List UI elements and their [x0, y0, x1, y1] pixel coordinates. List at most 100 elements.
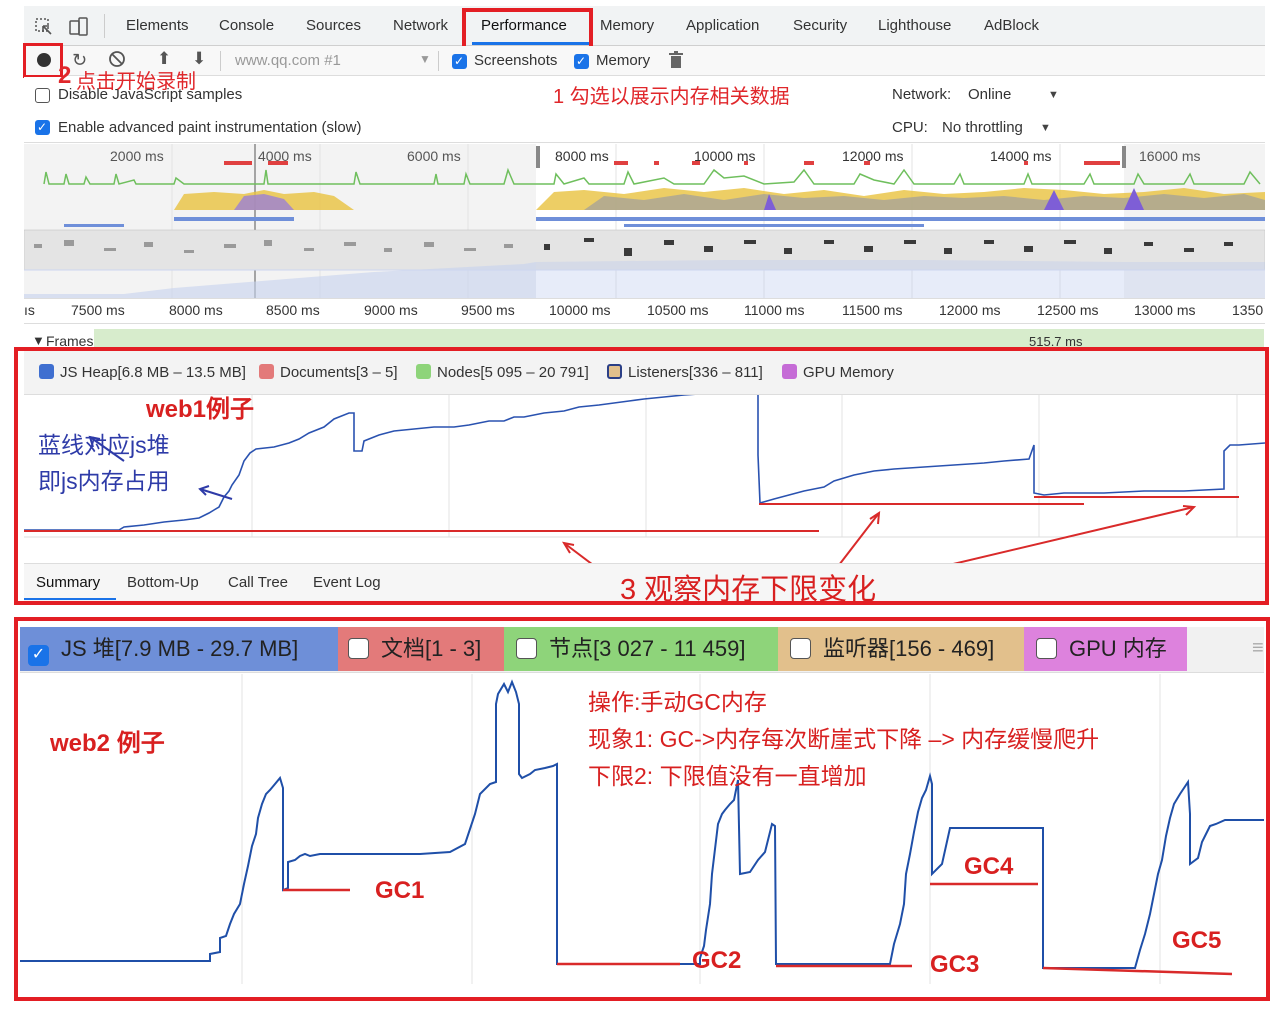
download-icon[interactable]: ⬇ — [192, 49, 207, 68]
tab-memory[interactable]: Memory — [600, 17, 655, 34]
documents-checkbox[interactable] — [348, 638, 369, 659]
legend2-nodes[interactable]: 节点[3 027 - 11 459] — [504, 627, 778, 671]
overview-tick: 6000 ms — [407, 148, 461, 164]
frames-bar — [94, 329, 1264, 347]
legend2-documents[interactable]: 文档[1 - 3] — [338, 627, 504, 671]
memory-legend: JS Heap[6.8 MB – 13.5 MB] Documents[3 – … — [24, 351, 1265, 395]
overview-tick: 8000 ms — [555, 148, 609, 164]
tab-security[interactable]: Security — [793, 17, 848, 34]
overview-chart — [23, 144, 1266, 298]
legend2-js-heap-label: JS 堆[7.9 MB - 29.7 MB] — [61, 636, 299, 661]
ruler-tick: 12500 ms — [1037, 302, 1099, 318]
overview-tick: 12000 ms — [842, 148, 904, 164]
ruler-tick: 11500 ms — [842, 302, 903, 318]
nodes-checkbox[interactable] — [516, 638, 537, 659]
cpu-select[interactable]: No throttling — [942, 119, 1023, 136]
memory-panel-web2: ✓ JS 堆[7.9 MB - 29.7 MB] 文档[1 - 3] 节点[3 0… — [14, 617, 1270, 1001]
network-label: Network: — [892, 86, 952, 103]
gc3-label: GC3 — [930, 951, 980, 978]
ruler-tick: ıs — [24, 302, 35, 318]
legend2-gpu[interactable]: GPU 内存 — [1024, 627, 1187, 671]
legend2-js-heap[interactable]: ✓ JS 堆[7.9 MB - 29.7 MB] — [20, 627, 338, 671]
listeners-checkbox[interactable] — [790, 638, 811, 659]
timeline-ruler: ıs 7500 ms 8000 ms 8500 ms 9000 ms 9500 … — [24, 298, 1265, 324]
frames-label: Frames — [46, 333, 94, 349]
web2-heap-chart — [20, 674, 1264, 984]
tab-sources[interactable]: Sources — [306, 17, 362, 34]
frames-track[interactable]: ▼ Frames 515.7 ms — [24, 325, 1265, 349]
frames-time: 515.7 ms — [1029, 334, 1083, 349]
legend-nodes[interactable]: Nodes[5 095 – 20 791] — [416, 364, 589, 381]
overview-tick: 10000 ms — [694, 148, 756, 164]
enable-paint-checkbox[interactable] — [35, 120, 50, 135]
device-toolbar-icon[interactable] — [68, 16, 90, 43]
reload-icon[interactable]: ↻ — [72, 50, 88, 70]
screenshots-checkbox[interactable] — [452, 54, 467, 69]
memory-checkbox[interactable] — [574, 54, 589, 69]
toolbar-divider — [438, 51, 439, 71]
upload-icon[interactable]: ⬆ — [157, 49, 172, 68]
legend-js-heap-label: JS Heap[6.8 MB – 13.5 MB] — [60, 364, 246, 381]
timeline-overview[interactable]: 2000 ms 4000 ms 6000 ms 8000 ms 10000 ms… — [23, 144, 1266, 298]
capture-settings: Disable JavaScript samples Enable advanc… — [24, 77, 1265, 143]
tab-event-log[interactable]: Event Log — [313, 574, 381, 591]
overview-tick: 2000 ms — [110, 148, 164, 164]
network-select[interactable]: Online — [968, 86, 1012, 103]
step3-annotation: 3 观察内存下限变化 — [620, 574, 877, 606]
legend-js-heap[interactable]: JS Heap[6.8 MB – 13.5 MB] — [39, 364, 246, 381]
listeners-checkbox[interactable] — [607, 364, 622, 379]
menu-icon[interactable]: ≡ — [1252, 637, 1264, 659]
legend2-listeners-label: 监听器[156 - 469] — [823, 636, 995, 661]
web1-label: web1例子 — [146, 396, 255, 423]
legend-nodes-label: Nodes[5 095 – 20 791] — [437, 364, 589, 381]
disable-js-samples-label: Disable JavaScript samples — [58, 86, 243, 103]
tab-network[interactable]: Network — [393, 17, 449, 34]
tab-performance[interactable]: Performance — [481, 17, 567, 34]
toolbar-divider — [220, 51, 221, 71]
legend2-listeners[interactable]: 监听器[156 - 469] — [778, 627, 1024, 671]
web1-heap-chart — [24, 395, 1265, 565]
note-lower-bound: 下限2: 下限值没有一直增加 — [588, 763, 867, 789]
ruler-tick: 8500 ms — [266, 302, 320, 318]
ruler-tick: 9000 ms — [364, 302, 418, 318]
record-button-highlight — [23, 43, 63, 78]
disable-js-samples-checkbox[interactable] — [35, 88, 50, 103]
web2-label: web2 例子 — [50, 730, 165, 757]
active-bottom-tab-indicator — [24, 598, 116, 600]
gpu-checkbox[interactable] — [782, 364, 797, 379]
chevron-down-icon[interactable]: ▼ — [1040, 122, 1051, 134]
tab-console[interactable]: Console — [219, 17, 275, 34]
js-heap-checkbox[interactable] — [39, 364, 54, 379]
ruler-tick: 9500 ms — [461, 302, 515, 318]
record-button[interactable] — [37, 53, 51, 67]
ruler-tick: 11000 ms — [744, 302, 805, 318]
tab-bottom-up[interactable]: Bottom-Up — [127, 574, 199, 591]
bottom-tabs: Summary Bottom-Up Call Tree Event Log — [24, 563, 1265, 601]
ruler-tick: 12000 ms — [939, 302, 1001, 318]
chevron-down-icon[interactable]: ▼ — [1048, 89, 1059, 101]
js-heap-checkbox[interactable]: ✓ — [28, 645, 49, 666]
step1-annotation: 1 勾选以展示内存相关数据 — [553, 86, 790, 108]
inspect-element-icon[interactable] — [34, 17, 54, 42]
legend-gpu-label: GPU Memory — [803, 364, 894, 381]
trash-icon[interactable] — [669, 51, 683, 74]
nodes-checkbox[interactable] — [416, 364, 431, 379]
frames-expand-icon[interactable]: ▼ — [32, 333, 45, 348]
tab-lighthouse[interactable]: Lighthouse — [878, 17, 952, 34]
documents-checkbox[interactable] — [259, 364, 274, 379]
tab-summary[interactable]: Summary — [36, 574, 101, 591]
ruler-tick: 1350 — [1232, 302, 1264, 318]
tab-application[interactable]: Application — [686, 17, 760, 34]
legend-gpu[interactable]: GPU Memory — [782, 364, 894, 381]
legend-documents[interactable]: Documents[3 – 5] — [259, 364, 398, 381]
legend-listeners[interactable]: Listeners[336 – 811] — [607, 364, 763, 381]
tab-adblock[interactable]: AdBlock — [984, 17, 1040, 34]
tab-call-tree[interactable]: Call Tree — [228, 574, 289, 591]
chevron-down-icon[interactable]: ▼ — [419, 52, 431, 66]
clear-icon[interactable] — [108, 50, 126, 73]
target-select[interactable]: www.qq.com #1 — [235, 52, 341, 69]
tab-elements[interactable]: Elements — [126, 17, 189, 34]
performance-toolbar: ↻ ⬆ ⬇ www.qq.com #1 ▼ Screenshots Memory — [24, 46, 1265, 76]
memory-label: Memory — [596, 52, 651, 69]
gpu-checkbox[interactable] — [1036, 638, 1057, 659]
